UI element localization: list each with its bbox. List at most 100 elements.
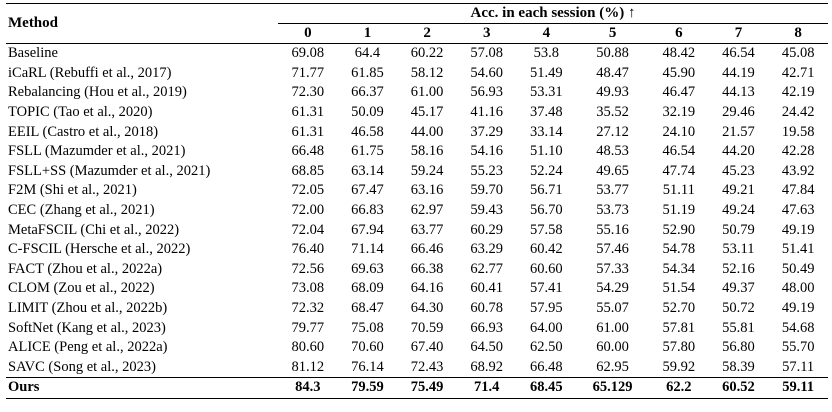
value-cell: 68.85 xyxy=(291,162,325,179)
value-cell: 43.92 xyxy=(781,162,815,179)
table-row: FACT (Zhou et al., 2022a) 72.56 69.63 66.38… xyxy=(6,260,828,280)
value-cell: 51.19 xyxy=(662,202,696,219)
value-cell: 67.47 xyxy=(351,182,384,199)
table-row: Rebalancing (Hou et al., 2019) 72.30 66.37… xyxy=(6,83,828,103)
value-cell: 57.81 xyxy=(662,319,696,336)
value-cell: 72.05 xyxy=(291,182,325,199)
value-cell: 80.60 xyxy=(291,339,325,356)
value-cell: 50.79 xyxy=(722,221,755,238)
value-cell: 71.14 xyxy=(351,241,384,258)
session-header-0: 0 xyxy=(304,25,312,41)
value-cell: 53.73 xyxy=(596,202,629,219)
method-cell: F2M (Shi et al., 2021) xyxy=(8,182,137,199)
table-row: FSLL+SS (Mazumder et al., 2021) 68.85 63.1… xyxy=(6,162,828,182)
value-cell: 45.17 xyxy=(410,104,444,121)
value-cell: 53.8 xyxy=(516,42,577,64)
value-cell: 81.12 xyxy=(291,358,325,375)
table-row: LIMIT (Zhou et al., 2022b) 72.32 68.47 64.3… xyxy=(6,299,828,319)
value-cell: 57.11 xyxy=(782,358,815,375)
value-cell: 42.71 xyxy=(781,64,815,81)
value-cell: 69.08 xyxy=(278,42,338,64)
value-cell-ours: 65.129 xyxy=(576,377,650,399)
value-cell: 66.46 xyxy=(410,241,444,258)
method-cell: SAVC (Song et al., 2023) xyxy=(8,358,156,375)
value-cell: 49.19 xyxy=(781,221,815,238)
value-cell: 64.00 xyxy=(530,319,563,336)
value-cell: 63.77 xyxy=(410,221,444,238)
value-cell: 68.09 xyxy=(351,280,384,297)
value-cell: 24.10 xyxy=(662,123,696,140)
value-cell: 67.94 xyxy=(351,221,384,238)
value-cell: 60.41 xyxy=(470,280,503,297)
table-row: SAVC (Song et al., 2023) 81.12 76.14 72.43 6… xyxy=(6,358,828,378)
value-cell: 61.00 xyxy=(596,319,629,336)
value-cell-ours: 84.3 xyxy=(278,377,338,399)
value-cell: 44.20 xyxy=(722,143,755,160)
value-cell-ours: 79.59 xyxy=(337,377,398,399)
value-cell: 51.49 xyxy=(530,64,563,81)
value-cell: 79.77 xyxy=(291,319,325,336)
method-cell: SoftNet (Kang et al., 2023) xyxy=(8,319,166,336)
method-header: Method xyxy=(6,3,278,44)
table-row: FSLL (Mazumder et al., 2021) 66.48 61.75 58… xyxy=(6,142,828,162)
value-cell: 62.95 xyxy=(596,358,629,375)
method-cell: EEIL (Castro et al., 2018) xyxy=(8,123,159,140)
value-cell: 60.42 xyxy=(530,241,563,258)
method-cell: MetaFSCIL (Chi et al., 2022) xyxy=(8,221,180,238)
method-cell: FSLL+SS (Mazumder et al., 2021) xyxy=(8,162,211,179)
session-header-2: 2 xyxy=(423,25,431,41)
value-cell: 62.50 xyxy=(530,339,563,356)
value-cell: 68.47 xyxy=(351,300,384,317)
value-cell: 52.24 xyxy=(530,162,563,179)
value-cell: 70.60 xyxy=(351,339,384,356)
value-cell: 49.65 xyxy=(596,162,629,179)
value-cell: 50.88 xyxy=(576,42,650,64)
value-cell: 54.34 xyxy=(662,260,696,277)
value-cell: 47.74 xyxy=(662,162,696,179)
method-cell-ours: Ours xyxy=(6,377,278,399)
value-cell: 48.53 xyxy=(596,143,629,160)
method-cell: CLOM (Zou et al., 2022) xyxy=(8,280,155,297)
value-cell: 54.78 xyxy=(662,241,696,258)
value-cell: 54.60 xyxy=(470,64,503,81)
value-cell: 62.77 xyxy=(470,260,503,277)
value-cell: 46.58 xyxy=(351,123,384,140)
value-cell: 54.16 xyxy=(470,143,503,160)
value-cell: 59.92 xyxy=(662,358,696,375)
value-cell: 71.77 xyxy=(291,64,325,81)
value-cell: 60.78 xyxy=(470,300,503,317)
value-cell: 66.37 xyxy=(351,84,384,101)
value-cell: 35.52 xyxy=(596,104,629,121)
value-cell: 64.30 xyxy=(410,300,444,317)
value-cell: 73.08 xyxy=(291,280,325,297)
value-cell: 54.29 xyxy=(596,280,629,297)
value-cell: 50.72 xyxy=(722,300,755,317)
value-cell: 50.49 xyxy=(781,260,815,277)
value-cell: 49.21 xyxy=(722,182,755,199)
value-cell: 49.24 xyxy=(722,202,755,219)
value-cell: 61.75 xyxy=(351,143,384,160)
method-cell: FSLL (Mazumder et al., 2021) xyxy=(8,143,186,160)
session-header-8: 8 xyxy=(794,25,802,41)
value-cell: 67.40 xyxy=(410,339,444,356)
value-cell: 57.41 xyxy=(530,280,563,297)
value-cell: 56.71 xyxy=(530,182,563,199)
value-cell: 44.19 xyxy=(722,64,755,81)
method-cell: CEC (Zhang et al., 2021) xyxy=(8,202,155,219)
value-cell: 37.48 xyxy=(530,104,563,121)
method-cell: Rebalancing (Hou et al., 2019) xyxy=(8,84,187,101)
value-cell: 21.57 xyxy=(722,123,755,140)
method-cell: LIMIT (Zhou et al., 2022b) xyxy=(8,300,168,317)
value-cell: 58.12 xyxy=(410,64,444,81)
value-cell: 49.37 xyxy=(722,280,755,297)
value-cell: 70.59 xyxy=(410,319,444,336)
table-row: CLOM (Zou et al., 2022) 73.08 68.09 64.16 60… xyxy=(6,279,828,299)
value-cell: 55.70 xyxy=(781,339,815,356)
value-cell: 44.00 xyxy=(410,123,444,140)
value-cell: 37.29 xyxy=(470,123,503,140)
value-cell: 60.22 xyxy=(397,42,457,64)
value-cell: 57.08 xyxy=(456,42,517,64)
value-cell: 29.46 xyxy=(722,104,755,121)
value-cell: 76.14 xyxy=(351,358,384,375)
